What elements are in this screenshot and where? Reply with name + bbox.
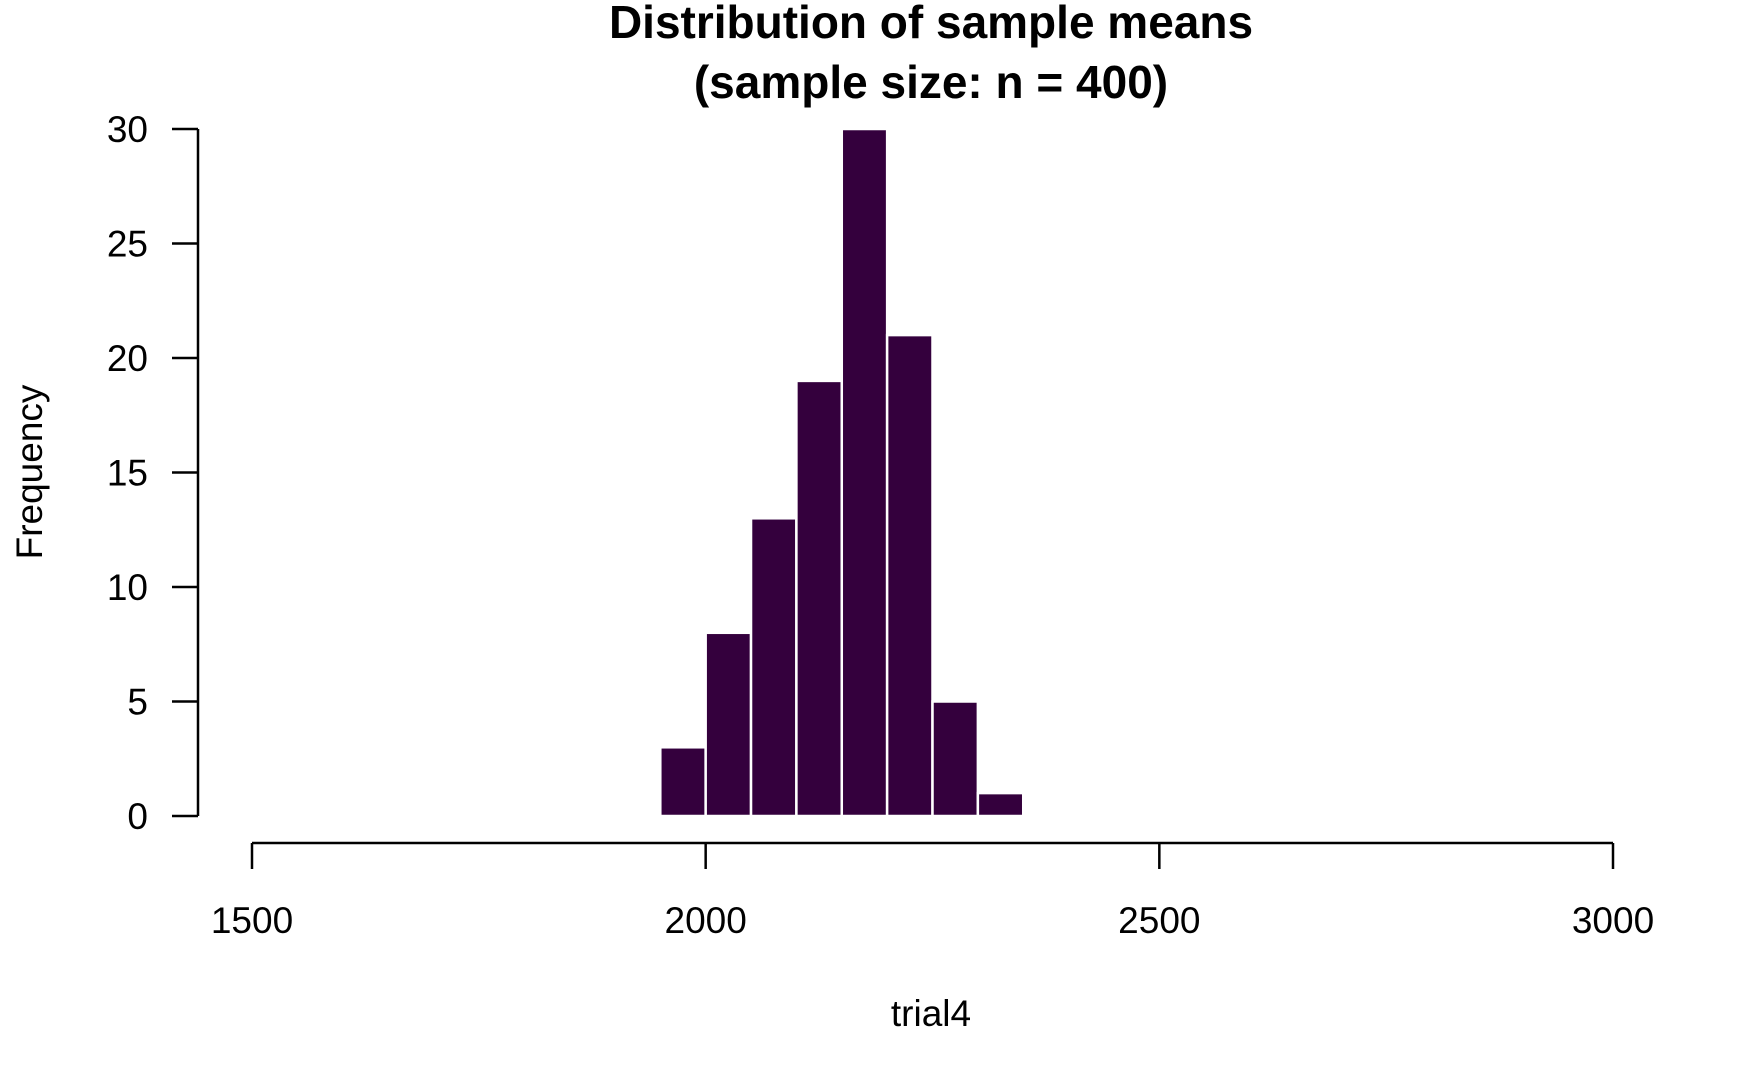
bars-group (659, 127, 1025, 818)
x-tick-label-0: 1500 (211, 900, 293, 941)
histogram-bar-2 (749, 517, 798, 818)
histogram-bar-6 (931, 700, 980, 818)
y-axis-label: Frequency (9, 384, 50, 559)
histogram-bar-3 (795, 379, 844, 818)
y-tick-label-2: 10 (107, 567, 148, 608)
histogram-bar-4 (840, 127, 889, 818)
x-axis: 1500 2000 2500 3000 (211, 841, 1654, 941)
y-tick-label-6: 30 (107, 109, 148, 150)
x-tick-label-2: 2500 (1118, 900, 1200, 941)
y-tick-label-0: 0 (127, 796, 148, 837)
y-tick-label-4: 20 (107, 338, 148, 379)
histogram-bar-5 (885, 333, 934, 818)
chart-title-line-1: Distribution of sample means (609, 0, 1253, 48)
x-axis-label: trial4 (891, 993, 971, 1034)
y-tick-label-3: 15 (107, 453, 148, 494)
histogram-bar-0 (659, 746, 707, 818)
y-tick-label-5: 25 (107, 224, 148, 265)
histogram-bar-1 (704, 631, 753, 818)
histogram-bar-7 (976, 791, 1025, 818)
y-tick-label-1: 5 (127, 682, 148, 723)
x-tick-label-1: 2000 (665, 900, 747, 941)
x-tick-label-3: 3000 (1572, 900, 1654, 941)
y-axis: 0 5 10 15 20 25 30 (107, 109, 200, 837)
chart-title-line-2: (sample size: n = 400) (694, 56, 1168, 108)
